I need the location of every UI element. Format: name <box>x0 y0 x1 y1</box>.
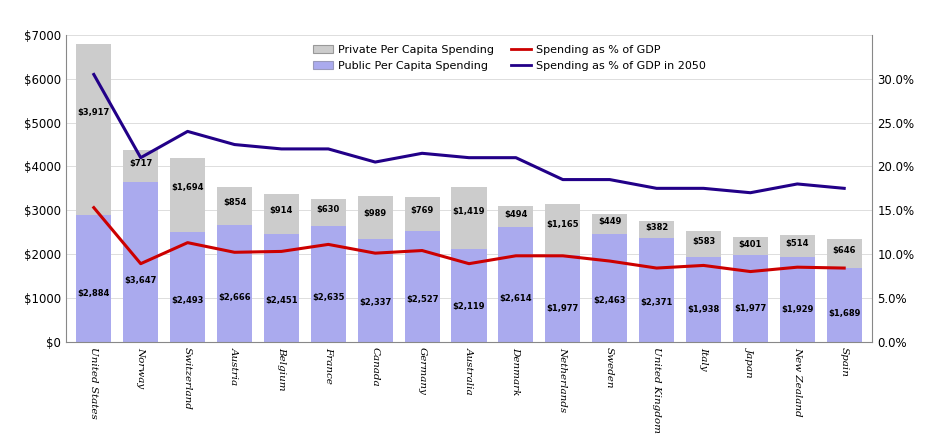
Text: $514: $514 <box>785 239 809 248</box>
Bar <box>498 227 534 342</box>
Bar <box>639 238 674 342</box>
Text: $1,938: $1,938 <box>688 305 719 314</box>
Text: $2,614: $2,614 <box>500 293 532 303</box>
Bar <box>639 221 674 238</box>
Bar <box>545 204 581 255</box>
Bar <box>686 231 721 257</box>
Bar <box>733 237 768 255</box>
Bar <box>264 234 299 342</box>
Bar <box>217 225 252 342</box>
Legend: Private Per Capita Spending, Public Per Capita Spending, Spending as % of GDP, S: Private Per Capita Spending, Public Per … <box>308 41 711 75</box>
Text: $382: $382 <box>645 223 668 232</box>
Bar <box>498 205 534 227</box>
Bar <box>310 199 346 226</box>
Text: $2,451: $2,451 <box>265 297 297 305</box>
Text: $2,527: $2,527 <box>406 295 438 304</box>
Text: $1,165: $1,165 <box>547 220 579 229</box>
Text: $2,666: $2,666 <box>219 293 250 302</box>
Text: $2,371: $2,371 <box>641 298 673 307</box>
Bar <box>76 44 112 215</box>
Text: $1,929: $1,929 <box>781 305 813 314</box>
Text: $854: $854 <box>223 198 246 207</box>
Text: $1,694: $1,694 <box>172 184 204 192</box>
Text: $769: $769 <box>411 206 433 215</box>
Text: $2,493: $2,493 <box>172 296 204 305</box>
Bar <box>779 257 815 342</box>
Text: $3,647: $3,647 <box>125 276 157 286</box>
Text: $401: $401 <box>739 240 762 249</box>
Bar <box>357 196 393 239</box>
Bar <box>826 239 862 268</box>
Bar <box>123 151 159 182</box>
Bar <box>592 234 628 342</box>
Bar <box>404 197 440 231</box>
Text: $2,463: $2,463 <box>594 296 626 305</box>
Text: $2,119: $2,119 <box>453 302 485 311</box>
Bar <box>404 231 440 342</box>
Text: $1,419: $1,419 <box>453 207 485 216</box>
Text: $1,977: $1,977 <box>547 304 579 313</box>
Bar <box>545 255 581 342</box>
Text: $2,884: $2,884 <box>78 289 110 298</box>
Bar <box>451 187 487 249</box>
Bar <box>733 255 768 342</box>
Bar <box>826 268 862 342</box>
Bar <box>217 187 252 225</box>
Bar <box>592 214 628 234</box>
Text: $449: $449 <box>598 217 621 226</box>
Bar <box>686 257 721 342</box>
Bar <box>779 235 815 257</box>
Bar <box>451 249 487 342</box>
Text: $494: $494 <box>505 210 527 219</box>
Text: $3,917: $3,917 <box>78 108 110 117</box>
Bar <box>123 182 159 342</box>
Bar <box>264 194 299 234</box>
Text: $717: $717 <box>129 159 152 168</box>
Text: $914: $914 <box>270 206 293 215</box>
Bar <box>310 226 346 342</box>
Bar <box>76 215 112 342</box>
Text: $989: $989 <box>364 209 386 218</box>
Text: $646: $646 <box>832 246 856 255</box>
Text: $583: $583 <box>692 237 715 246</box>
Text: $1,689: $1,689 <box>828 309 860 318</box>
Text: $630: $630 <box>317 205 340 214</box>
Text: $1,977: $1,977 <box>734 304 766 313</box>
Text: $2,635: $2,635 <box>312 293 344 302</box>
Bar <box>170 158 205 233</box>
Bar <box>357 239 393 342</box>
Bar <box>170 233 205 342</box>
Text: $2,337: $2,337 <box>359 298 391 307</box>
